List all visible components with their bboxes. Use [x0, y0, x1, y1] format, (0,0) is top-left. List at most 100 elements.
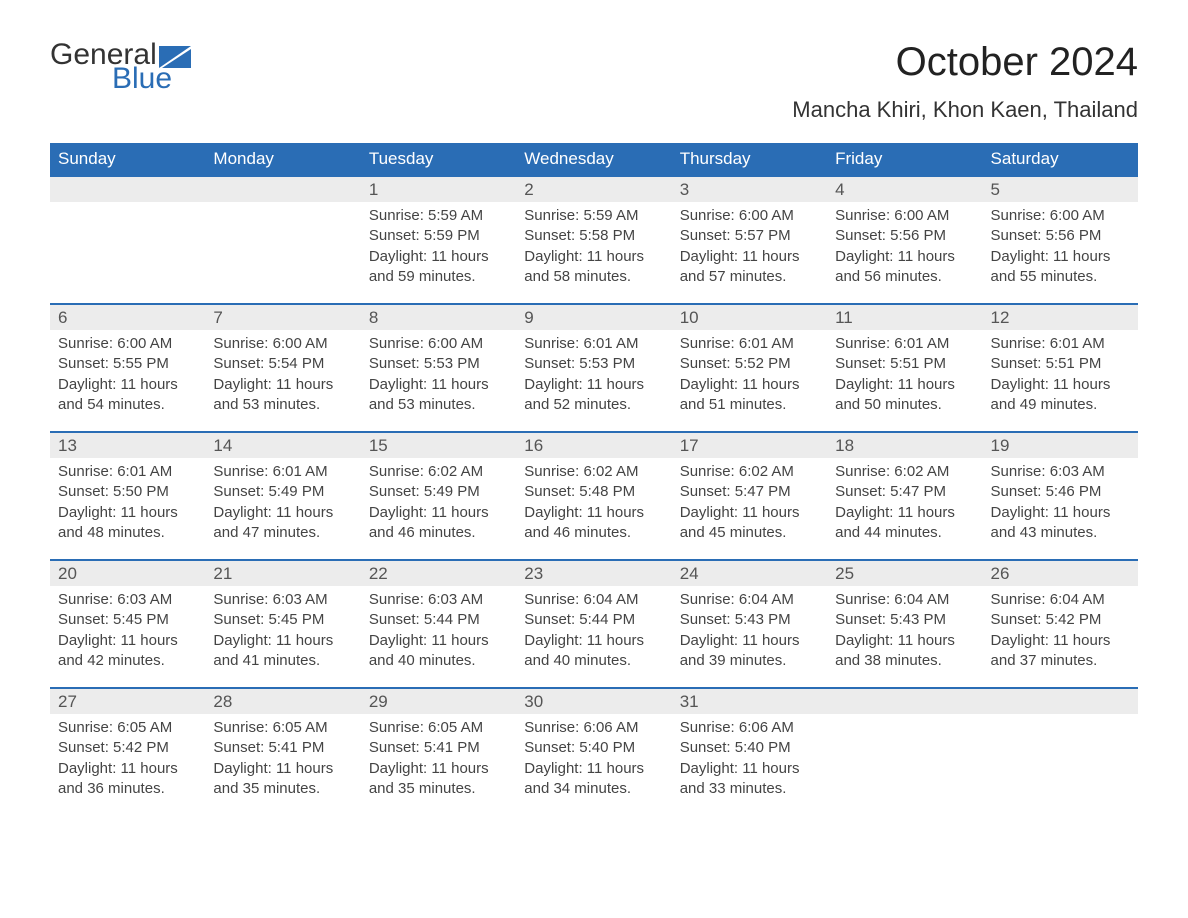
calendar-cell: 27Sunrise: 6:05 AMSunset: 5:42 PMDayligh…	[50, 687, 205, 815]
calendar-cell: 15Sunrise: 6:02 AMSunset: 5:49 PMDayligh…	[361, 431, 516, 559]
weekday-header: Monday	[205, 143, 360, 175]
daylight-line2: and 56 minutes.	[835, 267, 974, 287]
day-body: Sunrise: 6:02 AMSunset: 5:47 PMDaylight:…	[827, 458, 982, 551]
calendar-week-row: 6Sunrise: 6:00 AMSunset: 5:55 PMDaylight…	[50, 303, 1138, 431]
sunrise-text: Sunrise: 6:05 AM	[58, 718, 197, 738]
calendar-cell: 29Sunrise: 6:05 AMSunset: 5:41 PMDayligh…	[361, 687, 516, 815]
sunrise-text: Sunrise: 6:04 AM	[524, 590, 663, 610]
day-body: Sunrise: 6:00 AMSunset: 5:56 PMDaylight:…	[983, 202, 1138, 295]
daylight-line2: and 39 minutes.	[680, 651, 819, 671]
calendar-cell: 25Sunrise: 6:04 AMSunset: 5:43 PMDayligh…	[827, 559, 982, 687]
sunset-text: Sunset: 5:40 PM	[680, 738, 819, 758]
sunrise-text: Sunrise: 6:03 AM	[991, 462, 1130, 482]
daylight-line1: Daylight: 11 hours	[369, 375, 508, 395]
daylight-line2: and 48 minutes.	[58, 523, 197, 543]
daylight-line1: Daylight: 11 hours	[369, 247, 508, 267]
day-number: 9	[516, 303, 671, 330]
day-number: 14	[205, 431, 360, 458]
calendar-cell: 5Sunrise: 6:00 AMSunset: 5:56 PMDaylight…	[983, 175, 1138, 303]
calendar-week-row: 13Sunrise: 6:01 AMSunset: 5:50 PMDayligh…	[50, 431, 1138, 559]
sunset-text: Sunset: 5:49 PM	[213, 482, 352, 502]
day-body: Sunrise: 6:06 AMSunset: 5:40 PMDaylight:…	[516, 714, 671, 807]
daylight-line1: Daylight: 11 hours	[835, 247, 974, 267]
day-body: Sunrise: 6:05 AMSunset: 5:41 PMDaylight:…	[205, 714, 360, 807]
calendar-cell: 26Sunrise: 6:04 AMSunset: 5:42 PMDayligh…	[983, 559, 1138, 687]
daylight-line1: Daylight: 11 hours	[524, 503, 663, 523]
day-body: Sunrise: 5:59 AMSunset: 5:59 PMDaylight:…	[361, 202, 516, 295]
day-number: 22	[361, 559, 516, 586]
calendar-cell: 23Sunrise: 6:04 AMSunset: 5:44 PMDayligh…	[516, 559, 671, 687]
sunrise-text: Sunrise: 6:03 AM	[213, 590, 352, 610]
daylight-line2: and 50 minutes.	[835, 395, 974, 415]
calendar-cell: 16Sunrise: 6:02 AMSunset: 5:48 PMDayligh…	[516, 431, 671, 559]
calendar-cell	[827, 687, 982, 815]
calendar-cell: 30Sunrise: 6:06 AMSunset: 5:40 PMDayligh…	[516, 687, 671, 815]
daylight-line2: and 59 minutes.	[369, 267, 508, 287]
day-number: 12	[983, 303, 1138, 330]
daylight-line1: Daylight: 11 hours	[991, 503, 1130, 523]
weekday-header: Friday	[827, 143, 982, 175]
day-body: Sunrise: 6:00 AMSunset: 5:53 PMDaylight:…	[361, 330, 516, 423]
sunrise-text: Sunrise: 6:02 AM	[835, 462, 974, 482]
sunrise-text: Sunrise: 6:02 AM	[524, 462, 663, 482]
daylight-line2: and 54 minutes.	[58, 395, 197, 415]
daylight-line2: and 38 minutes.	[835, 651, 974, 671]
sunrise-text: Sunrise: 6:00 AM	[680, 206, 819, 226]
month-title: October 2024	[792, 40, 1138, 85]
day-number: 20	[50, 559, 205, 586]
daylight-line2: and 53 minutes.	[369, 395, 508, 415]
sunset-text: Sunset: 5:50 PM	[58, 482, 197, 502]
daylight-line2: and 46 minutes.	[369, 523, 508, 543]
calendar-cell: 10Sunrise: 6:01 AMSunset: 5:52 PMDayligh…	[672, 303, 827, 431]
daylight-line1: Daylight: 11 hours	[213, 631, 352, 651]
weekday-header: Thursday	[672, 143, 827, 175]
sunrise-text: Sunrise: 6:00 AM	[991, 206, 1130, 226]
calendar-cell: 6Sunrise: 6:00 AMSunset: 5:55 PMDaylight…	[50, 303, 205, 431]
sunrise-text: Sunrise: 5:59 AM	[369, 206, 508, 226]
daylight-line1: Daylight: 11 hours	[680, 759, 819, 779]
sunrise-text: Sunrise: 6:04 AM	[835, 590, 974, 610]
day-body: Sunrise: 6:00 AMSunset: 5:54 PMDaylight:…	[205, 330, 360, 423]
daylight-line2: and 40 minutes.	[369, 651, 508, 671]
weekday-header: Saturday	[983, 143, 1138, 175]
sunset-text: Sunset: 5:45 PM	[58, 610, 197, 630]
daylight-line1: Daylight: 11 hours	[58, 375, 197, 395]
sunset-text: Sunset: 5:47 PM	[680, 482, 819, 502]
sunrise-text: Sunrise: 6:01 AM	[680, 334, 819, 354]
daylight-line2: and 35 minutes.	[369, 779, 508, 799]
sunset-text: Sunset: 5:49 PM	[369, 482, 508, 502]
daylight-line1: Daylight: 11 hours	[991, 631, 1130, 651]
day-body: Sunrise: 6:01 AMSunset: 5:52 PMDaylight:…	[672, 330, 827, 423]
calendar-cell: 13Sunrise: 6:01 AMSunset: 5:50 PMDayligh…	[50, 431, 205, 559]
day-body: Sunrise: 6:02 AMSunset: 5:47 PMDaylight:…	[672, 458, 827, 551]
logo-word-blue: Blue	[112, 64, 191, 94]
sunrise-text: Sunrise: 6:02 AM	[369, 462, 508, 482]
calendar-table: Sunday Monday Tuesday Wednesday Thursday…	[50, 143, 1138, 815]
calendar-cell: 20Sunrise: 6:03 AMSunset: 5:45 PMDayligh…	[50, 559, 205, 687]
daylight-line1: Daylight: 11 hours	[680, 631, 819, 651]
daylight-line1: Daylight: 11 hours	[524, 631, 663, 651]
day-number: 30	[516, 687, 671, 714]
weekday-header: Sunday	[50, 143, 205, 175]
day-number: 7	[205, 303, 360, 330]
day-body: Sunrise: 6:01 AMSunset: 5:53 PMDaylight:…	[516, 330, 671, 423]
day-number	[827, 687, 982, 714]
daylight-line2: and 53 minutes.	[213, 395, 352, 415]
day-number: 21	[205, 559, 360, 586]
day-body: Sunrise: 5:59 AMSunset: 5:58 PMDaylight:…	[516, 202, 671, 295]
sunrise-text: Sunrise: 6:01 AM	[213, 462, 352, 482]
sunrise-text: Sunrise: 6:01 AM	[835, 334, 974, 354]
day-number: 11	[827, 303, 982, 330]
sunset-text: Sunset: 5:41 PM	[369, 738, 508, 758]
calendar-cell: 24Sunrise: 6:04 AMSunset: 5:43 PMDayligh…	[672, 559, 827, 687]
sunrise-text: Sunrise: 6:04 AM	[991, 590, 1130, 610]
daylight-line1: Daylight: 11 hours	[680, 503, 819, 523]
day-number	[205, 175, 360, 202]
daylight-line1: Daylight: 11 hours	[680, 375, 819, 395]
sunset-text: Sunset: 5:47 PM	[835, 482, 974, 502]
daylight-line2: and 57 minutes.	[680, 267, 819, 287]
sunrise-text: Sunrise: 5:59 AM	[524, 206, 663, 226]
day-number: 17	[672, 431, 827, 458]
daylight-line1: Daylight: 11 hours	[991, 247, 1130, 267]
day-body: Sunrise: 6:01 AMSunset: 5:49 PMDaylight:…	[205, 458, 360, 551]
